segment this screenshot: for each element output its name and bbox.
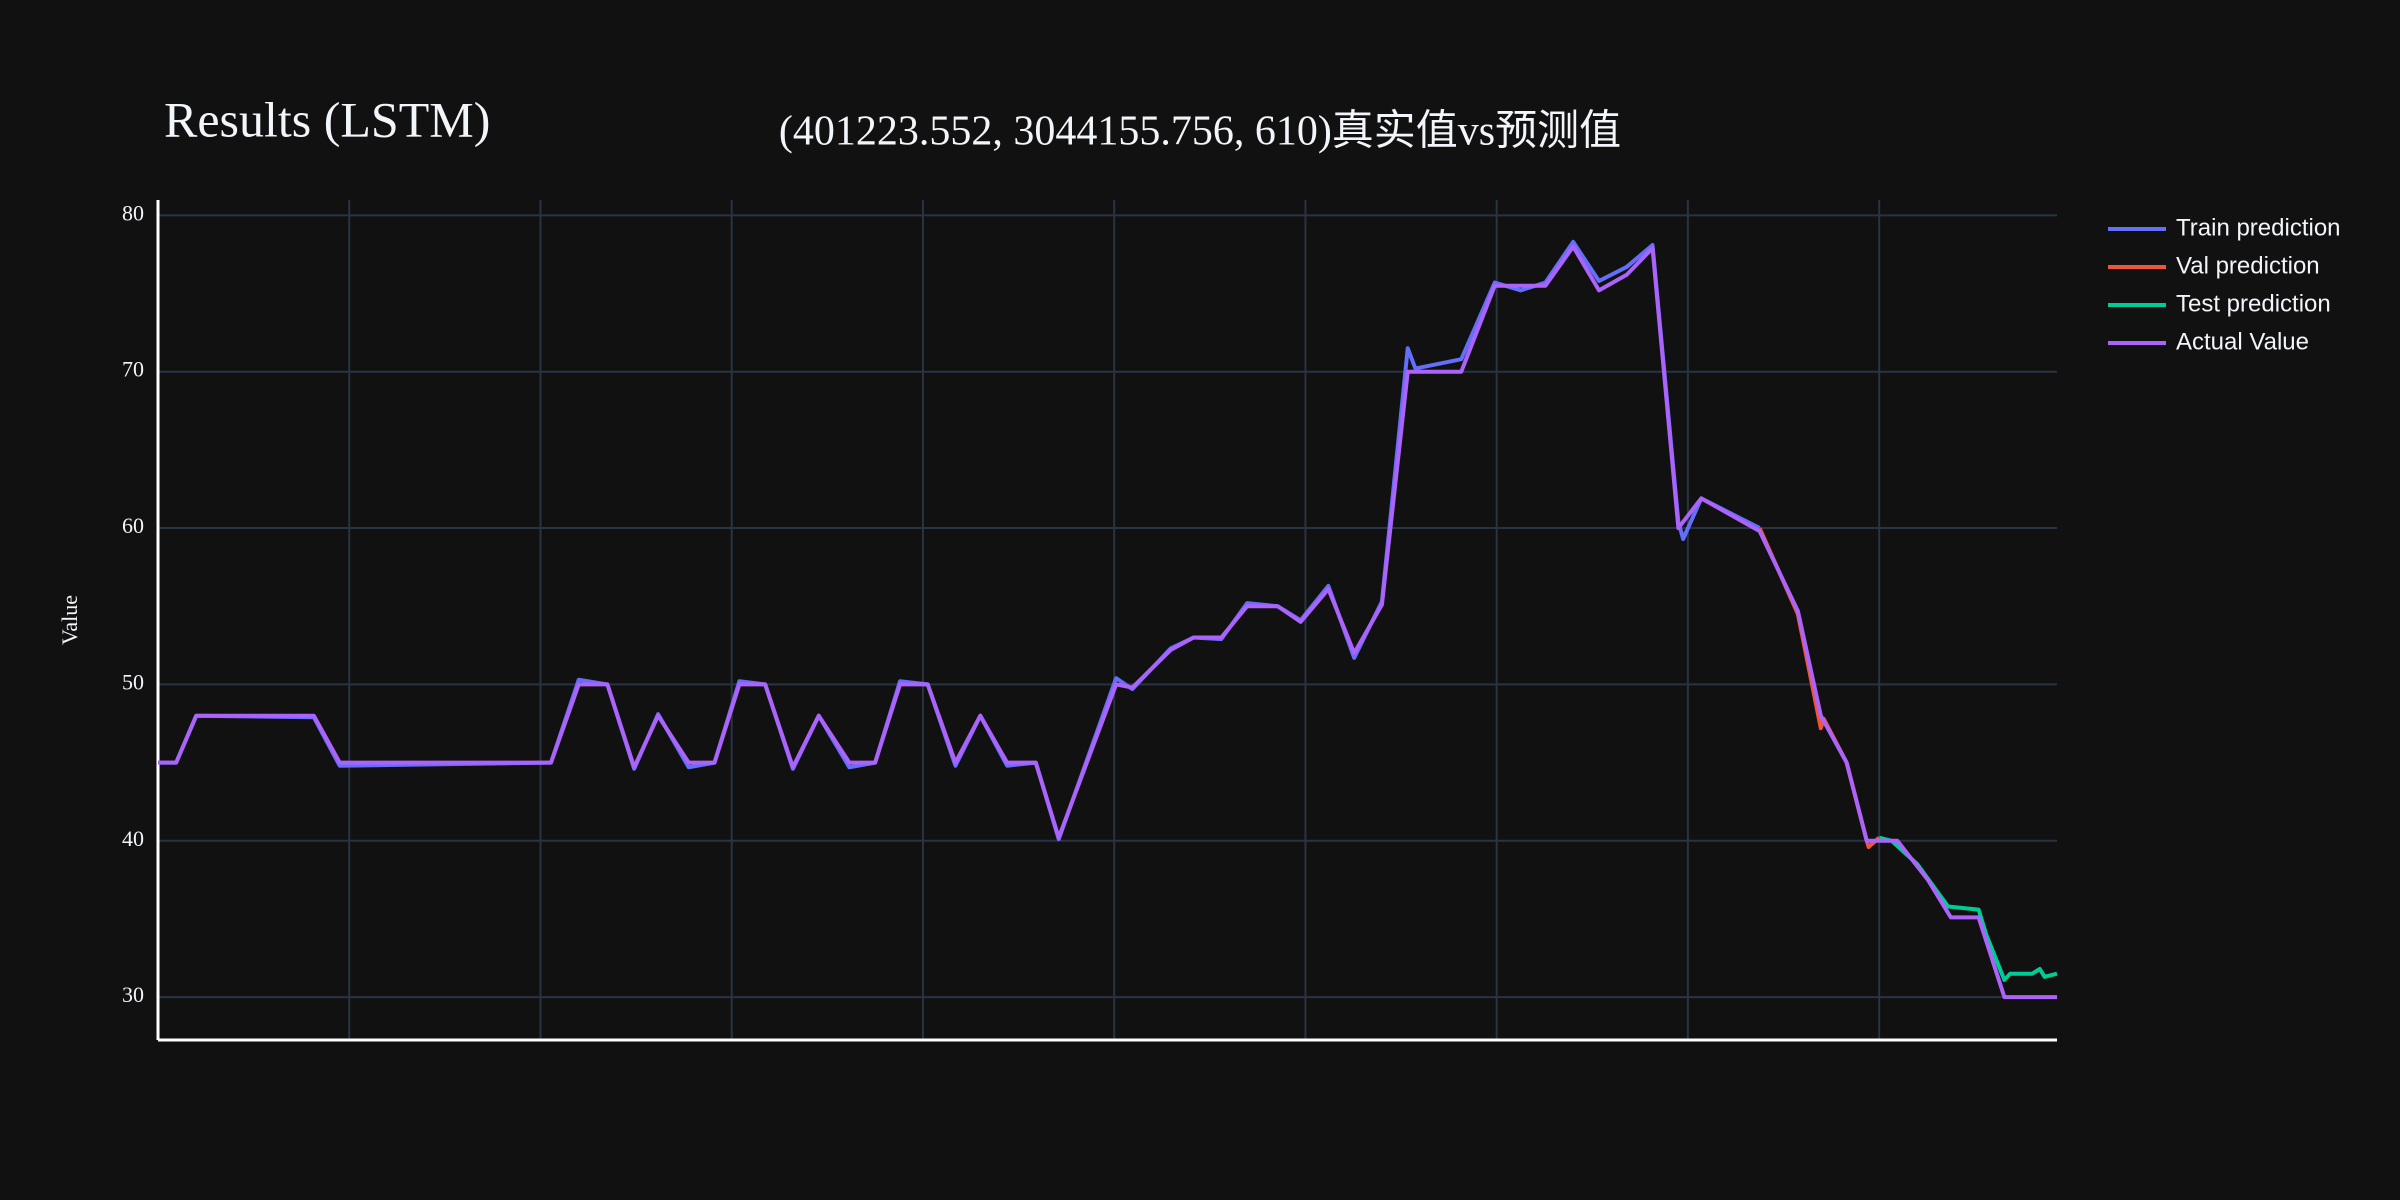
legend-label: Train prediction xyxy=(2176,214,2341,241)
legend-label: Actual Value xyxy=(2176,328,2309,355)
series-line xyxy=(158,244,2057,1000)
chart-title: Results (LSTM) xyxy=(164,91,490,147)
y-tick-label: 40 xyxy=(122,826,144,851)
y-tick-label: 60 xyxy=(122,513,144,538)
chart-subtitle: (401223.552, 3044155.756, 610)真实值vs预测值 xyxy=(779,108,1621,155)
y-tick-label: 50 xyxy=(122,669,144,694)
legend-label: Val prediction xyxy=(2176,252,2320,279)
y-axis-label: Value xyxy=(57,595,82,645)
y-tick-label: 80 xyxy=(122,200,144,225)
legend-label: Test prediction xyxy=(2176,290,2331,317)
y-tick-label: 30 xyxy=(122,982,144,1007)
y-tick-label: 70 xyxy=(122,357,144,382)
